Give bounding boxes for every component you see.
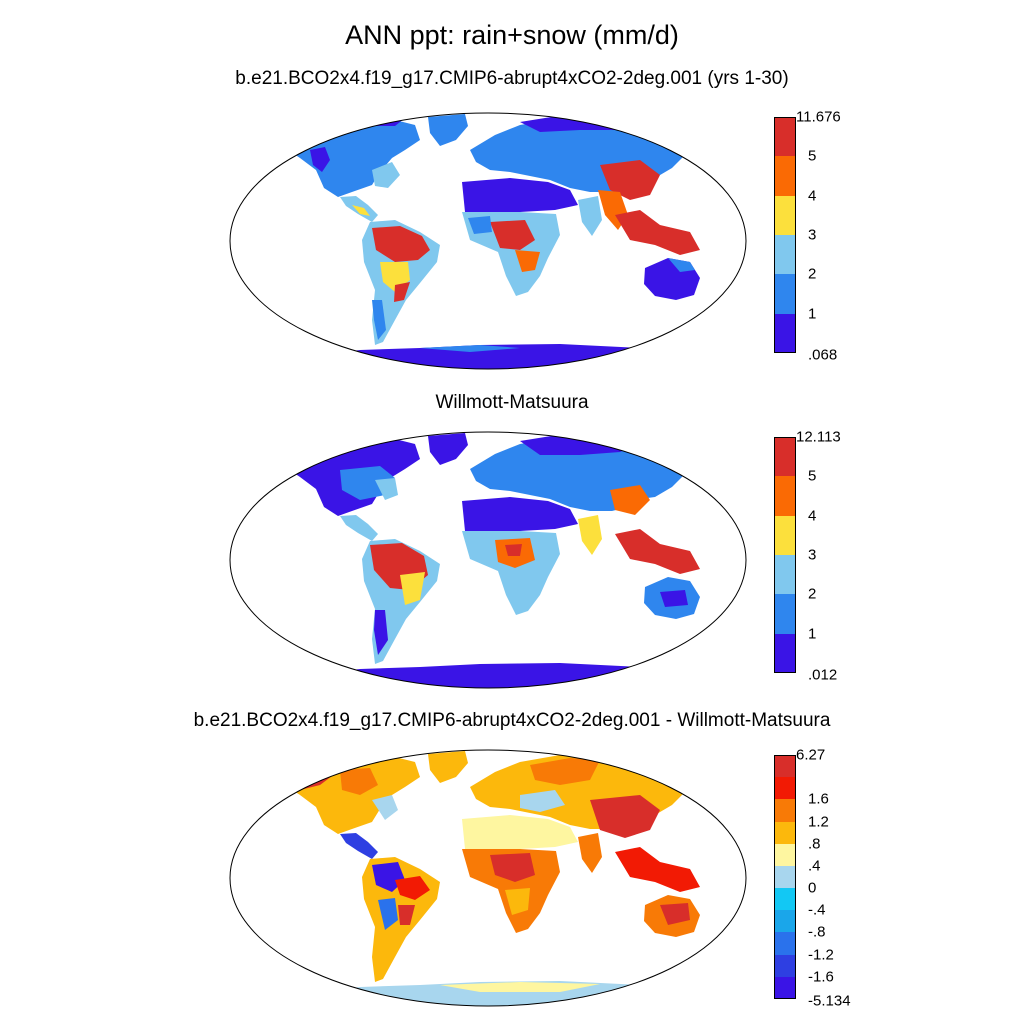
colorbar-segment xyxy=(774,932,796,955)
colorbar-label: 3 xyxy=(808,226,817,244)
map-panel-observed xyxy=(230,432,746,688)
figure-title: ANN ppt: rain+snow (mm/d) xyxy=(345,20,679,50)
colorbar-label: -.4 xyxy=(808,901,826,919)
colorbar-segment xyxy=(774,865,796,889)
colorbar-segment xyxy=(774,555,796,595)
colorbar-label: .012 xyxy=(808,666,838,684)
colorbar-segment xyxy=(774,888,796,911)
colorbar-segment xyxy=(774,777,796,800)
map-border-observed xyxy=(229,431,747,689)
colorbar-label: 1 xyxy=(808,305,817,323)
panel-title-model: b.e21.BCO2x4.f19_g17.CMIP6-abrupt4xCO2-2… xyxy=(235,68,789,89)
colorbar-segment xyxy=(774,910,796,933)
colorbar-label: 12.113 xyxy=(796,428,841,446)
colorbar-label: -5.134 xyxy=(808,992,851,1010)
colorbar-label: 1.6 xyxy=(808,790,829,808)
colorbar-segment xyxy=(774,195,796,235)
colorbar-segment xyxy=(774,843,796,866)
colorbar-label: 5 xyxy=(808,147,817,165)
colorbar-segment xyxy=(774,755,796,778)
colorbar-label: 1 xyxy=(808,625,817,643)
colorbar-label: .4 xyxy=(808,857,821,875)
colorbar-segment xyxy=(774,976,796,999)
colorbar-segment xyxy=(774,235,796,275)
colorbar-segment xyxy=(774,156,796,196)
colorbar-segment xyxy=(774,476,796,516)
map-border-difference xyxy=(229,749,747,1007)
colorbar-segment xyxy=(774,117,796,157)
colorbar-segment xyxy=(774,594,796,634)
panel-title-difference: b.e21.BCO2x4.f19_g17.CMIP6-abrupt4xCO2-2… xyxy=(193,710,831,731)
colorbar-label: .068 xyxy=(808,346,838,364)
colorbar-segment xyxy=(774,313,796,353)
colorbar-label: -.8 xyxy=(808,923,826,941)
colorbar-label: 1.2 xyxy=(808,813,829,831)
greenland-region xyxy=(428,114,468,146)
colorbar-segment xyxy=(774,515,796,555)
panel-title-observed: Willmott-Matsuura xyxy=(435,392,589,413)
colorbar-label: 4 xyxy=(808,187,817,205)
colorbar-segment xyxy=(774,821,796,844)
colorbar-observed xyxy=(774,437,796,673)
map-panel-model xyxy=(230,113,746,369)
colorbar-label: 4 xyxy=(808,507,817,525)
colorbar-segment xyxy=(774,954,796,977)
colorbar-label: .8 xyxy=(808,835,821,853)
colorbar-label: 2 xyxy=(808,265,817,283)
colorbar-label: -1.6 xyxy=(808,968,834,986)
map-border-model xyxy=(229,112,747,370)
colorbar-model xyxy=(774,117,796,353)
africa-region xyxy=(462,531,560,615)
colorbar-segment xyxy=(774,633,796,673)
colorbar-label: 5 xyxy=(808,467,817,485)
colorbar-label: 0 xyxy=(808,879,817,897)
colorbar-label: -1.2 xyxy=(808,946,834,964)
colorbar-segment xyxy=(774,274,796,314)
colorbar-label: 6.27 xyxy=(796,746,826,764)
colorbar-label: 2 xyxy=(808,585,817,603)
map-panel-difference xyxy=(230,750,746,1006)
africa-region xyxy=(462,212,560,296)
colorbar-label: 3 xyxy=(808,546,817,564)
colorbar-label: 11.676 xyxy=(796,108,841,126)
colorbar-difference xyxy=(774,755,796,999)
colorbar-segment xyxy=(774,437,796,477)
colorbar-segment xyxy=(774,799,796,822)
